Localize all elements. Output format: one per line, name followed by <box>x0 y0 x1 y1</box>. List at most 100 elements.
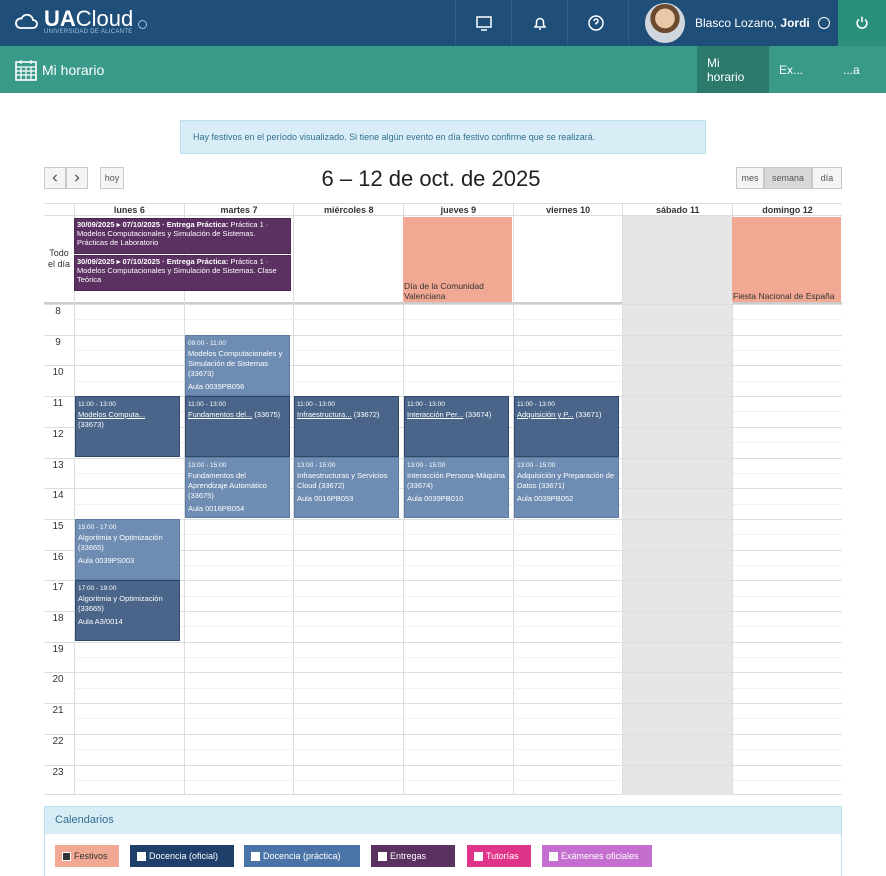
event-title: Fundamentos del Aprendizaje Automático (… <box>188 471 267 500</box>
checkbox-icon[interactable] <box>137 851 146 861</box>
class-event[interactable]: 13:00 - 15:00 Interacción Persona-Máquin… <box>404 457 509 518</box>
event-time: 13:00 - 15:00 <box>517 462 556 469</box>
half-hour-line <box>74 319 842 321</box>
checkbox-checked-icon[interactable] <box>62 851 71 861</box>
logout-button[interactable] <box>838 0 886 46</box>
calendar-toggle-entregas[interactable]: Entregas <box>371 845 455 867</box>
tab-3[interactable]: ...a <box>843 62 860 77</box>
class-event[interactable]: 09:00 - 11:00 Modelos Computacionales y … <box>185 335 290 396</box>
holiday-label: Fiesta Nacional de España <box>733 291 835 301</box>
tab-mi-horario[interactable]: Mi horario <box>697 46 769 93</box>
uacloud-logo[interactable]: UACloud UNIVERSIDAD DE ALICANTE <box>14 8 133 35</box>
prev-week-button[interactable] <box>44 167 66 189</box>
hour-line <box>44 764 842 766</box>
event-time: 11:00 - 13:00 <box>407 401 445 408</box>
class-event[interactable]: 13:00 - 15:00 Adquisición y Preparación … <box>514 457 619 518</box>
all-day-row: Todo el día 30/09/2025 ▸ 07/10/2025 · En… <box>44 216 842 304</box>
time-grid: 8 9 10 11 12 13 14 15 16 17 18 19 20 21 22 23 09:00 - 1… <box>44 304 842 795</box>
event-room: Aula 0039PS003 <box>78 556 135 565</box>
hour-line <box>44 365 842 367</box>
event-time: 17:00 - 19:00 <box>78 585 117 592</box>
allday-event[interactable]: 30/09/2025 ▸ 07/10/2025 · Entrega Prácti… <box>74 255 291 291</box>
logo-light-text: Cloud <box>75 6 134 31</box>
class-event[interactable]: 11:00 - 13:00 Interacción Per... (33674) <box>404 396 509 457</box>
calendar-label: Docencia (oficial) <box>149 851 219 861</box>
event-room: Aula 0016PB053 <box>297 494 354 503</box>
question-icon <box>587 15 604 31</box>
event-code: (33672) <box>353 410 380 419</box>
calendar-toggle-docencia-practica[interactable]: Docencia (práctica) <box>244 845 360 867</box>
help-button[interactable] <box>567 0 623 46</box>
class-event[interactable]: 11:00 - 13:00 Adquisición y P... (33671) <box>514 396 619 457</box>
holiday-alert: Hay festivos en el período visualizado. … <box>180 120 706 154</box>
hour-line <box>44 580 842 582</box>
hour-label: 15 <box>52 520 64 532</box>
event-room: Aula 0039PB056 <box>188 382 245 391</box>
today-button[interactable]: hoy <box>100 167 124 189</box>
calendar-label: Festivos <box>74 851 108 861</box>
hour-line <box>44 703 842 705</box>
calendar-toggle-docencia-oficial[interactable]: Docencia (oficial) <box>130 845 234 867</box>
hour-line <box>44 518 842 520</box>
allday-event-date: 30/09/2025 ▸ 07/10/2025 <box>77 257 161 266</box>
user-first-name: Blasco Lozano, <box>695 16 778 30</box>
hour-label: 11 <box>52 398 64 410</box>
class-event[interactable]: 15:00 - 17:00 Algoritmia y Optimización … <box>75 519 180 580</box>
class-event[interactable]: 13:00 - 15:00 Infraestructuras y Servici… <box>294 457 399 518</box>
logo-subtitle: UNIVERSIDAD DE ALICANTE <box>44 29 133 35</box>
hour-label: 19 <box>52 643 64 655</box>
hour-label: 20 <box>52 674 64 686</box>
hour-label: 22 <box>52 735 64 747</box>
holiday-event[interactable]: Fiesta Nacional de España <box>732 217 841 302</box>
class-event[interactable]: 11:00 - 13:00 Modelos Computa... (33673) <box>75 396 180 457</box>
tab-2[interactable]: Ex... <box>779 62 804 77</box>
half-hour-line <box>74 350 842 352</box>
user-menu[interactable]: Blasco Lozano, Jordi <box>628 0 838 46</box>
class-event[interactable]: 17:00 - 19:00 Algoritmia y Optimización … <box>75 580 180 641</box>
calendar-label: Tutorías <box>486 851 519 861</box>
checkbox-icon[interactable] <box>549 851 558 861</box>
view-week-button[interactable]: semana <box>764 167 812 189</box>
event-title: Interacción Per... <box>407 410 464 419</box>
day-header: sábado 11 <box>622 204 732 215</box>
app-switch-chevron-icon[interactable] <box>138 20 147 29</box>
calendar-toggle-tutorias[interactable]: Tutorías <box>467 845 531 867</box>
user-last-name: Jordi <box>780 16 810 30</box>
allday-event-title: · Entrega Práctica: <box>162 257 229 266</box>
event-code: (33675) <box>254 410 281 419</box>
allday-event[interactable]: 30/09/2025 ▸ 07/10/2025 · Entrega Prácti… <box>74 218 291 254</box>
hour-label: 13 <box>52 459 64 471</box>
checkbox-icon[interactable] <box>474 851 483 861</box>
hour-label: 16 <box>52 551 64 563</box>
checkbox-icon[interactable] <box>251 851 260 861</box>
view-month-button[interactable]: mes <box>736 167 764 189</box>
day-header: martes 7 <box>183 204 294 215</box>
event-title: Infraestructuras y Servicios Cloud (3367… <box>297 471 388 490</box>
hour-line <box>44 549 842 551</box>
holiday-event[interactable]: Día de la Comunidad Valenciana <box>403 217 512 302</box>
calendar-toggle-examenes[interactable]: Exámenes oficiales <box>542 845 652 867</box>
class-event[interactable]: 11:00 - 13:00 Fundamentos del... (33675) <box>185 396 290 457</box>
half-hour-line <box>74 564 842 566</box>
view-day-button[interactable]: día <box>812 167 842 189</box>
calendar-toggle-festivos[interactable]: Festivos <box>55 845 119 867</box>
messages-button[interactable] <box>455 0 511 46</box>
hour-label: 14 <box>52 490 64 502</box>
class-event[interactable]: 11:00 - 13:00 Infraestructura... (33672) <box>294 396 399 457</box>
event-title: Algoritmia y Optimización (33665) <box>78 594 163 613</box>
half-hour-line <box>74 749 842 751</box>
half-hour-line <box>74 595 842 597</box>
checkbox-icon[interactable] <box>378 851 387 861</box>
notifications-button[interactable] <box>511 0 567 46</box>
event-title: Modelos Computacionales y Simulación de … <box>188 349 283 378</box>
event-time: 13:00 - 15:00 <box>297 462 336 469</box>
hour-label: 21 <box>52 705 64 717</box>
module-title-text: Mi horario <box>42 62 105 78</box>
calendar-label: Docencia (práctica) <box>263 851 341 861</box>
module-title[interactable]: Mi horario <box>14 58 104 82</box>
hour-label: 23 <box>52 766 64 778</box>
top-bar: UACloud UNIVERSIDAD DE ALICANTE Blasco L… <box>0 0 886 46</box>
class-event[interactable]: 13:00 - 15:00 Fundamentos del Aprendizaj… <box>185 457 290 518</box>
event-time: 09:00 - 11:00 <box>188 340 226 347</box>
next-week-button[interactable] <box>66 167 88 189</box>
